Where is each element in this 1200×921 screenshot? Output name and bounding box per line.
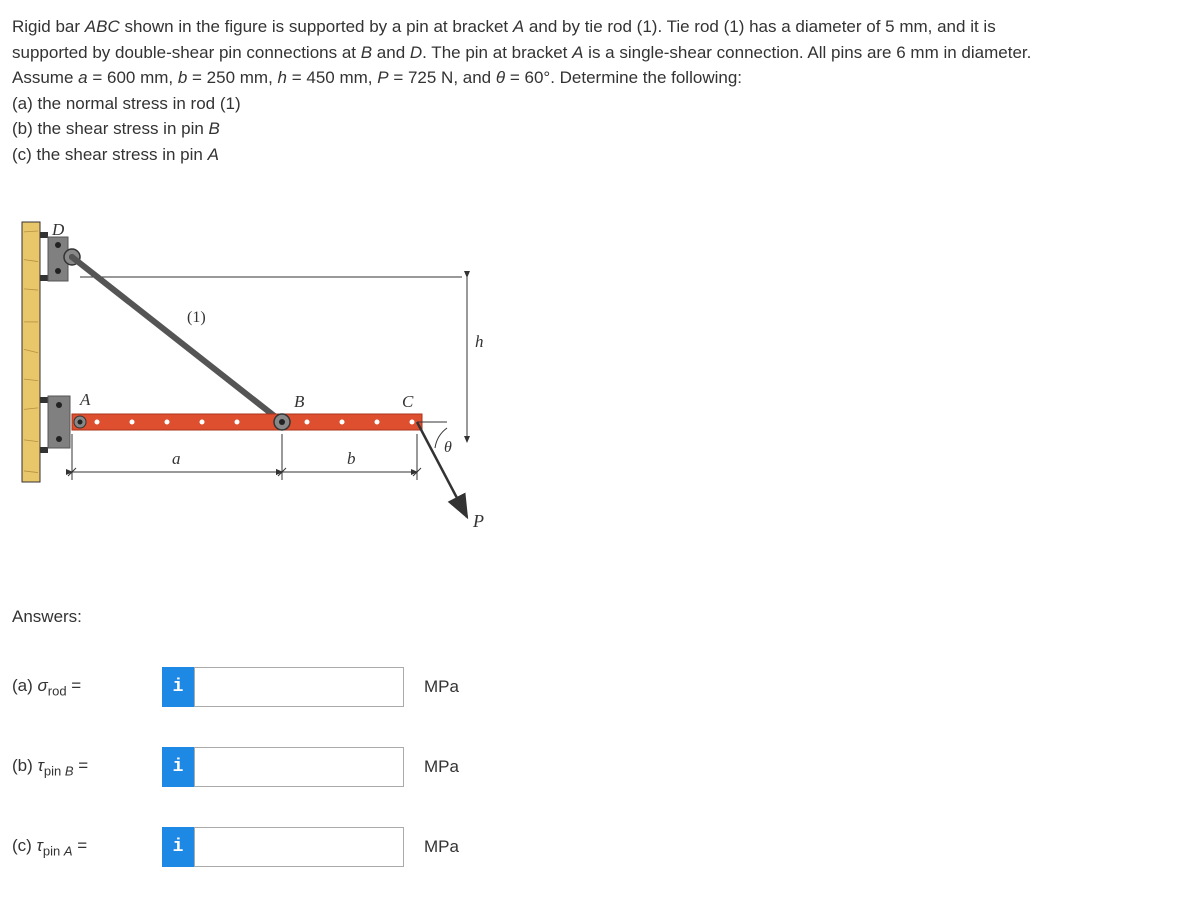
svg-text:B: B <box>294 392 305 411</box>
svg-text:A: A <box>79 390 91 409</box>
svg-text:b: b <box>347 449 356 468</box>
problem-statement: Rigid bar ABC shown in the figure is sup… <box>12 14 1188 167</box>
answer-label-a: (a) σrod = <box>12 676 162 698</box>
info-icon[interactable]: i <box>162 747 194 787</box>
svg-text:a: a <box>172 449 181 468</box>
tau-pin-b-input[interactable] <box>194 747 404 787</box>
unit-mpa: MPa <box>424 837 459 857</box>
tau-pin-a-input[interactable] <box>194 827 404 867</box>
svg-text:C: C <box>402 392 414 411</box>
info-icon[interactable]: i <box>162 667 194 707</box>
svg-text:h: h <box>475 332 484 351</box>
unit-mpa: MPa <box>424 677 459 697</box>
answer-row-a: (a) σrod = i MPa <box>12 667 1188 707</box>
sigma-rod-input[interactable] <box>194 667 404 707</box>
answers-section: Answers: (a) σrod = i MPa (b) τpin B = i… <box>12 607 1188 867</box>
svg-text:(1): (1) <box>187 309 206 326</box>
svg-text:θ: θ <box>444 439 452 456</box>
info-icon[interactable]: i <box>162 827 194 867</box>
svg-text:P: P <box>472 511 484 531</box>
svg-text:D: D <box>51 220 65 239</box>
unit-mpa: MPa <box>424 757 459 777</box>
figure-diagram: D A B C (1) h a b θ P <box>12 217 492 577</box>
answer-row-c: (c) τpin A = i MPa <box>12 827 1188 867</box>
answer-row-b: (b) τpin B = i MPa <box>12 747 1188 787</box>
answer-label-c: (c) τpin A = <box>12 836 162 858</box>
answers-title: Answers: <box>12 607 1188 627</box>
answer-label-b: (b) τpin B = <box>12 756 162 778</box>
